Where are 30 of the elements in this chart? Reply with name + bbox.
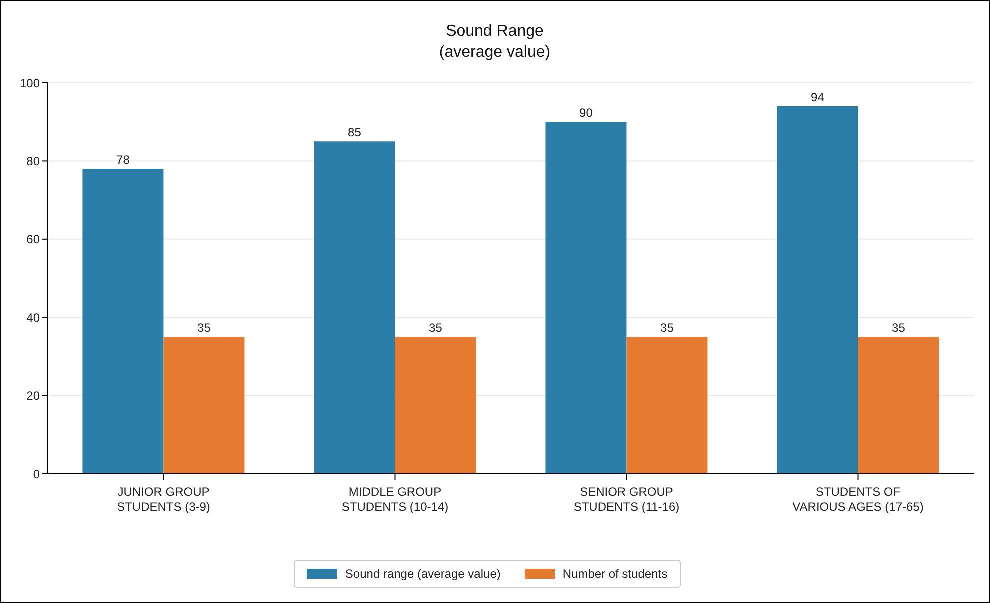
bar	[626, 337, 708, 474]
bar	[858, 337, 940, 474]
data-label: 78	[116, 153, 130, 168]
chart-subtitle: (average value)	[438, 43, 552, 63]
data-label: 35	[198, 321, 212, 336]
legend-label: Sound range (average value)	[344, 567, 501, 581]
bar	[82, 169, 164, 474]
x-tick-label: MIDDLE GROUP STUDENTS (10-14)	[342, 485, 449, 514]
data-label: 85	[348, 126, 362, 140]
x-tick-label: SENIOR GROUP STUDENTS (11-16)	[574, 485, 680, 514]
y-tick-label: 40	[26, 310, 40, 325]
bar	[777, 106, 858, 474]
bar	[395, 337, 476, 474]
data-label: 94	[811, 90, 825, 104]
bar	[546, 122, 627, 474]
data-label: 35	[660, 321, 674, 336]
y-tick-label: 100	[20, 76, 40, 90]
legend-label: Number of students	[562, 567, 668, 581]
chart-title: Sound Range	[445, 22, 545, 42]
data-label: 90	[580, 106, 594, 120]
y-tick-label: 80	[26, 154, 40, 168]
y-tick-label: 0	[33, 467, 40, 482]
x-tick-label: JUNIOR GROUP STUDENTS (3-9)	[117, 485, 210, 514]
data-label: 35	[892, 321, 906, 336]
bar	[314, 142, 396, 474]
x-tick-label: STUDENTS OF VARIOUS AGES (17-65)	[792, 485, 924, 514]
y-tick-label: 60	[26, 232, 40, 247]
bar	[164, 337, 245, 474]
data-label: 35	[429, 321, 443, 336]
y-tick-label: 20	[26, 389, 40, 404]
